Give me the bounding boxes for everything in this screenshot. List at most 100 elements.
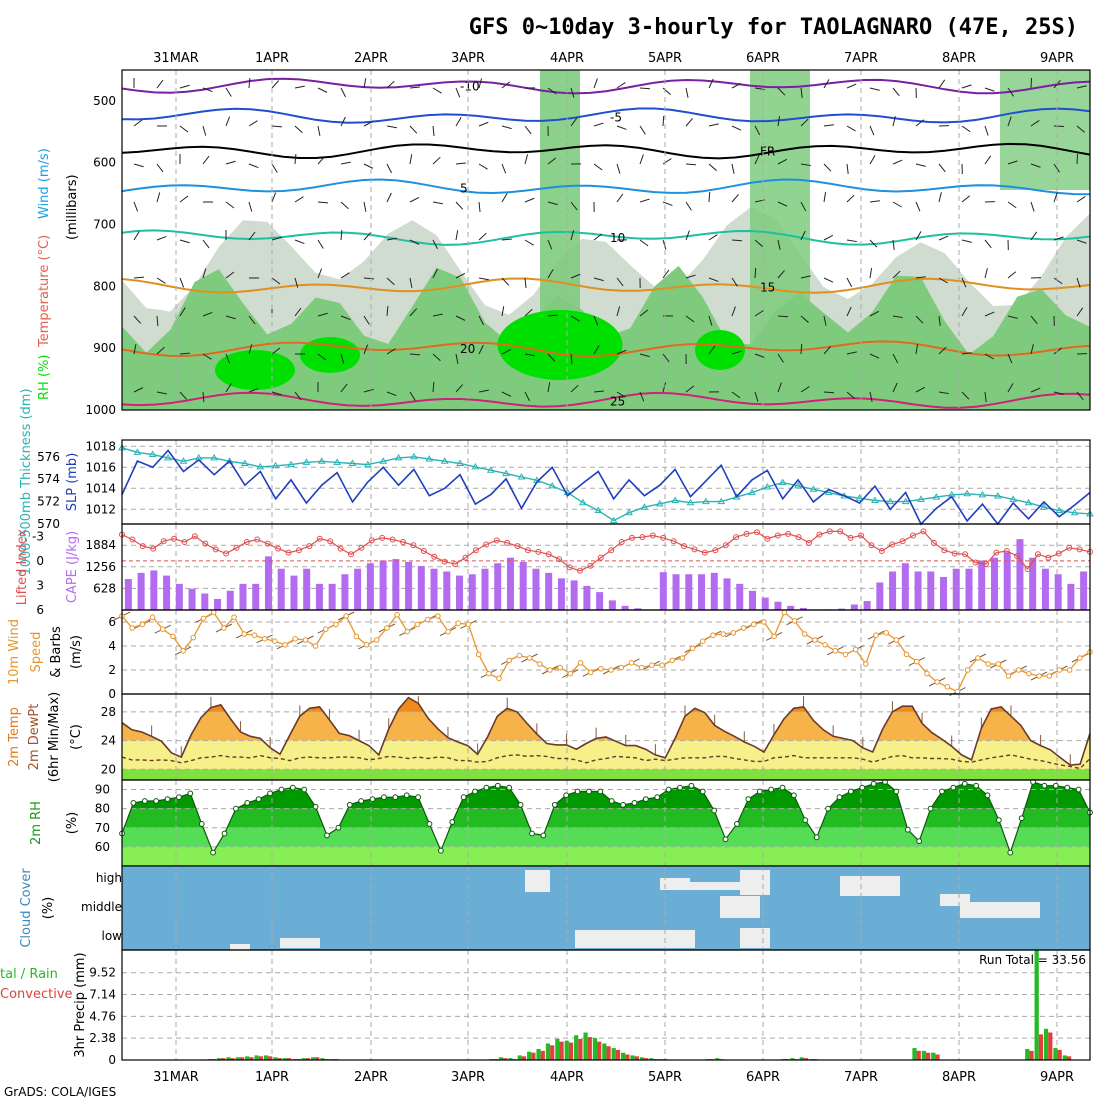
lifted-index-point xyxy=(868,542,875,549)
wind-barb xyxy=(593,233,603,241)
wind-barb xyxy=(915,386,926,393)
precip-total-bar xyxy=(216,1058,222,1060)
precip-total-bar xyxy=(1043,1028,1049,1060)
wind-speed-point xyxy=(934,679,940,685)
thickness-point xyxy=(179,457,188,464)
rh-saturated-blob xyxy=(215,350,295,390)
isotherm-line xyxy=(121,391,1091,409)
cape-bar xyxy=(914,571,922,610)
rh-point xyxy=(267,790,273,797)
wind-barb xyxy=(708,191,711,203)
wind-barb xyxy=(133,201,139,212)
temp-ylabel: 2m Temp xyxy=(7,707,22,767)
precip-conv-bar xyxy=(606,1046,611,1060)
wind-barb xyxy=(823,315,827,326)
rh-point xyxy=(358,798,365,804)
wind-barb xyxy=(823,277,834,283)
bottom-date-label: 5APR xyxy=(648,1070,682,1085)
wind-barb xyxy=(777,116,781,127)
wind-barb xyxy=(800,201,807,212)
lifted-index-point xyxy=(858,532,865,539)
thickness-point xyxy=(333,458,341,465)
upper-air-ylabel: Wind (m/s) xyxy=(37,148,52,219)
wind-barb xyxy=(616,277,624,287)
wind-speed-point xyxy=(272,638,278,645)
cape-bar xyxy=(557,578,565,610)
thickness-point xyxy=(271,461,280,469)
wind-barb xyxy=(294,153,297,165)
cloud-clear-patch xyxy=(525,870,550,892)
bottom-date-label: 8APR xyxy=(942,1070,976,1085)
wind-barb xyxy=(846,306,852,317)
cloud-cover-panel: high middle low Cloud Cover (%) xyxy=(19,865,1091,951)
cape-bar xyxy=(366,563,374,610)
wind-speed-point xyxy=(964,667,971,673)
wind-barb xyxy=(432,239,438,250)
precip-tick-label: 4.76 xyxy=(89,1009,116,1023)
wind-barb xyxy=(938,79,946,89)
wind-barb xyxy=(478,389,489,393)
rh-point xyxy=(324,832,330,839)
wind-barb xyxy=(478,315,484,326)
wind-barb xyxy=(961,307,968,317)
wind-speed-point xyxy=(404,628,411,635)
wind-barb xyxy=(225,87,232,97)
wind-speed-point xyxy=(954,688,961,695)
wind-speed-point xyxy=(261,636,268,642)
wind-barb xyxy=(915,344,919,355)
lifted-index-point xyxy=(295,547,302,554)
rh-point xyxy=(426,821,433,827)
wind-barb xyxy=(731,125,742,131)
wind-barb xyxy=(1030,231,1038,241)
wind-barb xyxy=(915,315,924,324)
wind-barb xyxy=(156,192,161,203)
slp-tick-label: 1012 xyxy=(85,502,116,516)
wind-barb xyxy=(271,347,281,355)
wind-barb xyxy=(823,234,834,241)
rh-point xyxy=(232,805,239,812)
lifted-index-point xyxy=(223,550,230,557)
wind-speed-point xyxy=(649,662,655,669)
wind-barb xyxy=(685,118,693,127)
wind-barb xyxy=(570,315,580,322)
wind-speed-point xyxy=(557,664,563,671)
wind-barb xyxy=(156,277,166,284)
thickness-point xyxy=(625,508,633,516)
cape-bar xyxy=(328,583,336,610)
cloud-clear-patch xyxy=(740,870,770,895)
lifted-index-point xyxy=(576,567,583,574)
wind-barb xyxy=(363,232,372,241)
cape-bar xyxy=(787,605,795,610)
wind-speed-point xyxy=(903,651,910,658)
cape-bar xyxy=(239,583,247,610)
cape-bar xyxy=(748,590,756,610)
precip-conv-bar xyxy=(935,1054,940,1060)
wind-speed-point xyxy=(730,630,737,636)
wind-speed-point xyxy=(608,667,614,673)
wind-barb xyxy=(547,382,551,393)
lifted-index-point xyxy=(441,558,448,565)
wind-speed-point xyxy=(618,664,625,671)
wind-barb xyxy=(984,155,992,165)
wind-barb xyxy=(478,201,481,212)
wind-barb xyxy=(1007,315,1018,319)
lifted-index-point xyxy=(889,541,896,548)
wind-barb xyxy=(984,391,987,402)
wind-barb xyxy=(1030,163,1041,168)
wind-barb xyxy=(1007,201,1017,209)
wind-speed-point xyxy=(598,666,604,672)
wind-barb xyxy=(317,268,323,279)
wind-barb xyxy=(892,116,896,127)
cloud-clear-patch xyxy=(680,882,740,890)
wind-barb xyxy=(363,201,367,212)
wind-barb xyxy=(133,387,144,393)
panel-frame xyxy=(121,69,1091,411)
precip-total-bar xyxy=(273,1057,278,1060)
wind-barb xyxy=(662,353,670,363)
thickness-point xyxy=(379,457,388,464)
wind-barb xyxy=(754,353,765,358)
wind-speed-point xyxy=(587,669,594,676)
wind-barb xyxy=(915,119,925,127)
cloud-level-label: high xyxy=(96,871,122,885)
cape-tick-label: 1884 xyxy=(85,538,116,552)
